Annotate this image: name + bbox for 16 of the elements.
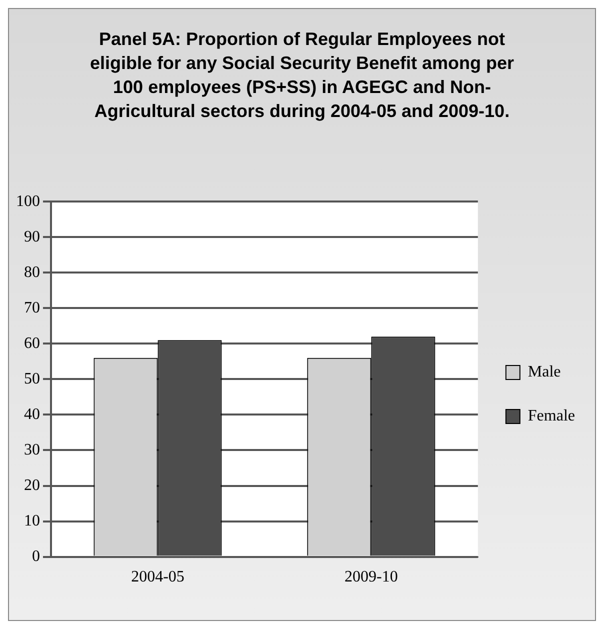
- y-tick-label: 10: [24, 512, 40, 530]
- legend-label: Male: [528, 364, 561, 381]
- y-tick-label: 70: [24, 299, 40, 316]
- x-tick-label: 2004-05: [131, 568, 184, 586]
- y-tick-label: 30: [24, 441, 40, 458]
- y-tick-label: 60: [24, 334, 40, 352]
- y-tick-label: 100: [16, 192, 40, 210]
- chart-title: Panel 5A: Proportion of Regular Employees not eligible for any Social Security Benefit among per 100 employees (PS+SS) in AGEGC and Non-Agricultural sectors during 2004-05 and 2009-10.: [88, 28, 516, 123]
- y-tick-label: 80: [24, 264, 40, 281]
- legend-label: Female: [528, 408, 575, 425]
- y-tick-label: 50: [24, 370, 40, 388]
- y-tick-label: 0: [32, 548, 40, 566]
- y-tick-label: 90: [24, 228, 40, 246]
- x-tick-label: 2009-10: [344, 568, 398, 586]
- y-tick-label: 40: [24, 406, 40, 423]
- y-tick-label: 20: [24, 476, 40, 494]
